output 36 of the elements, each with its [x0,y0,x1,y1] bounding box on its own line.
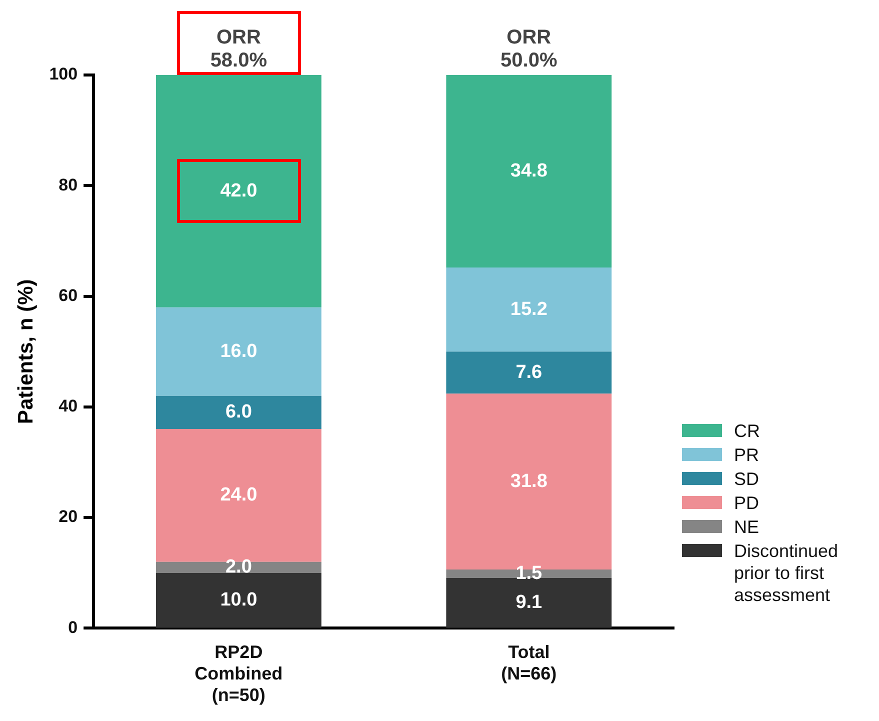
legend-label: PD [734,492,760,514]
legend-label: NE [734,516,760,538]
y-tick-label: 60 [58,286,78,305]
y-tick-label: 0 [68,618,78,637]
bar [446,268,612,352]
bar [156,572,322,628]
data-label: 7.6 [516,362,542,383]
y-tick-label: 100 [49,64,78,84]
data-label: 24.0 [220,484,258,506]
data-label: 31.8 [510,470,548,492]
x-tick-label: Total (N=66) [501,642,557,684]
bar [446,75,612,268]
bar [156,307,322,396]
data-label: 34.8 [510,160,548,182]
annotation: ORR 58.0% [210,26,268,72]
data-label: 10.0 [220,590,258,611]
y-tick-label: 80 [58,175,78,194]
y-axis-title: Patients, n (%) [14,279,38,424]
data-label: 15.2 [510,298,548,320]
bar [446,352,612,394]
annotation: ORR 50.0% [500,26,558,72]
data-label: 16.0 [220,340,258,362]
legend-label: SD [734,468,760,490]
data-label: 42.0 [220,180,258,202]
legend-label: PR [734,444,760,466]
data-label: 2.0 [225,556,252,578]
data-label: 6.0 [225,402,252,423]
y-tick-label: 20 [58,507,78,526]
bar [156,75,322,308]
x-tick-label: RP2D Combined (n=50) [194,642,283,706]
data-label: 9.1 [516,592,543,614]
legend-label: Discontinued prior to first assessment [734,540,840,606]
y-tick-label: 40 [58,396,78,416]
legend-label: CR [734,420,760,442]
bar [156,396,322,430]
bar [446,578,612,628]
